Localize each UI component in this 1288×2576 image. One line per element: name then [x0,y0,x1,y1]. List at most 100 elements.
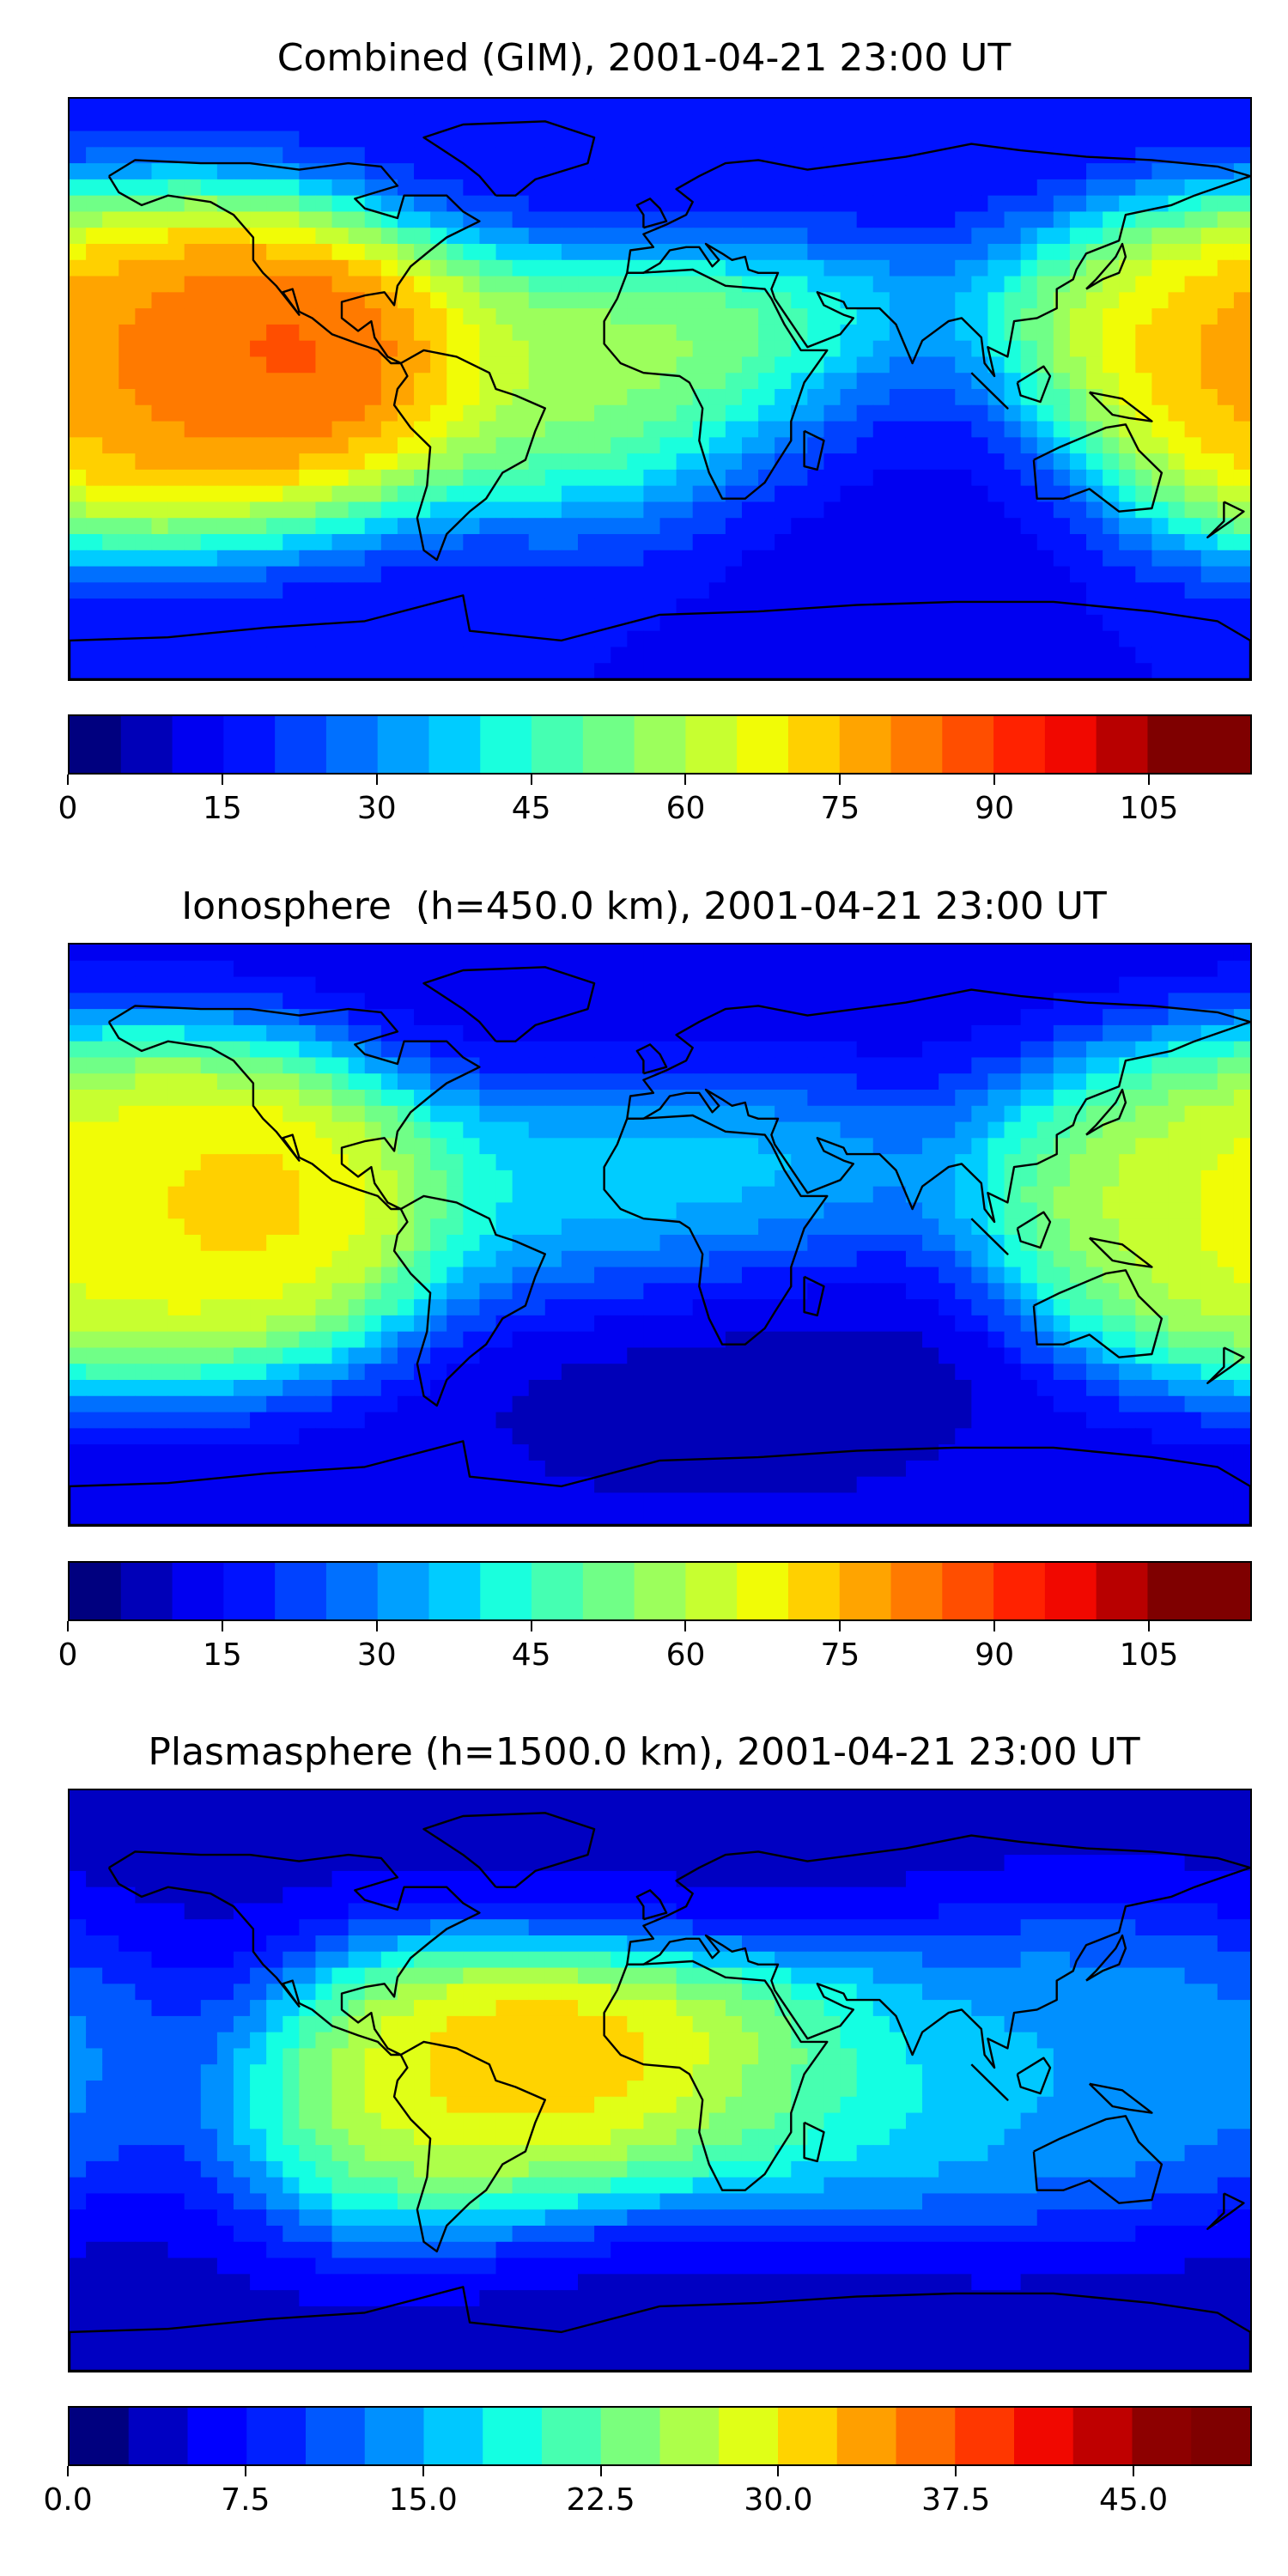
heatmap-cell [659,945,677,962]
heatmap-cell [872,131,890,148]
heatmap-cell [1103,179,1120,197]
heatmap-cell [1168,1412,1186,1429]
heatmap-cell [856,373,874,390]
heatmap-cell [741,1380,759,1397]
heatmap-cell [692,469,710,487]
heatmap-cell [807,1121,825,1139]
heatmap-cell [512,1364,530,1381]
heatmap-cell [578,1073,595,1091]
heatmap-cell [708,404,726,422]
heatmap-cell [971,421,989,438]
heatmap-cell [233,114,251,132]
heatmap-cell [939,195,956,213]
heatmap-cell [118,259,136,277]
heatmap-cell [823,1428,841,1445]
heatmap-cell [1103,195,1120,213]
heatmap-cell [266,1154,283,1171]
heatmap-cell [741,1347,759,1364]
heatmap-cell [216,1250,234,1268]
heatmap-cell [380,469,398,487]
heatmap-cell [1053,195,1071,213]
heatmap-cell [528,518,546,535]
heatmap-cell [447,99,464,116]
heatmap-cell [430,195,447,213]
heatmap-cell [1103,163,1120,180]
heatmap-cell [676,1460,694,1478]
heatmap-cell [495,1041,513,1059]
heatmap-cell [840,598,858,616]
heatmap-cell [70,1315,87,1333]
heatmap-cell [1086,945,1103,962]
heatmap-cell [479,630,497,648]
heatmap-cell [1020,1057,1038,1074]
heatmap-cell [659,630,677,648]
heatmap-cell [299,356,317,374]
heatmap-cell [1036,1073,1054,1091]
heatmap-cell [758,211,775,228]
heatmap-cell [807,228,825,245]
heatmap-cell [167,534,185,551]
heatmap-cell [1168,1428,1186,1445]
heatmap-cell [971,518,989,535]
heatmap-cell [1036,1202,1054,1219]
heatmap-cell [430,1235,447,1252]
heatmap-cell [840,518,858,535]
heatmap-cell [283,114,300,132]
heatmap-cell [283,1041,300,1059]
heatmap-cell [1217,308,1235,325]
heatmap-cell [922,1283,939,1300]
heatmap-cell [1217,114,1235,132]
heatmap-cell [430,1105,447,1123]
heatmap-cell [1184,1380,1202,1397]
heatmap-cell [659,308,677,325]
heatmap-cell [184,1186,202,1204]
heatmap-cell [775,566,792,583]
heatmap-cell [315,960,333,978]
heatmap-cell [955,501,972,519]
heatmap-cell [1086,663,1103,679]
heatmap-cell [823,1170,841,1188]
heatmap-cell [380,582,398,599]
heatmap-cell [102,389,119,406]
heatmap-cell [692,566,710,583]
colorbar-tick [839,775,841,785]
heatmap-cell [775,131,792,148]
heatmap-cell [1103,259,1120,277]
heatmap-cell [725,114,743,132]
heatmap-cell [611,404,628,422]
heatmap-cell [414,993,431,1010]
heatmap-cell [643,421,661,438]
heatmap-cell [823,663,841,679]
heatmap-cell [430,228,447,245]
heatmap-cell [463,1380,481,1397]
heatmap-cell [315,1412,333,1429]
heatmap-cell [611,647,628,664]
heatmap-cell [1168,276,1186,293]
heatmap-cell [823,147,841,164]
heatmap-cell [102,244,119,261]
heatmap-cell [1004,614,1022,632]
heatmap-cell [216,663,234,679]
heatmap-cell [397,114,415,132]
heatmap-cell [971,211,989,228]
heatmap-cell [725,1395,743,1413]
heatmap-cell [1004,1154,1022,1171]
heatmap-cell [561,1057,579,1074]
heatmap-cell [283,1283,300,1300]
heatmap-cell [364,244,382,261]
heatmap-cell [922,1299,939,1316]
heatmap-cell [676,1057,694,1074]
heatmap-cell [708,1024,726,1042]
heatmap-cell [922,1395,939,1413]
heatmap-cell [987,244,1005,261]
heatmap-cell [1200,228,1218,245]
heatmap-cell [118,179,136,197]
heatmap-cell [1020,1170,1038,1188]
heatmap-cell [135,518,153,535]
heatmap-cell [266,1412,283,1429]
heatmap-cell [250,356,267,374]
heatmap-cell [528,485,546,503]
heatmap-cell [495,1138,513,1155]
heatmap-cell [955,114,972,132]
heatmap-cell [528,1218,546,1236]
